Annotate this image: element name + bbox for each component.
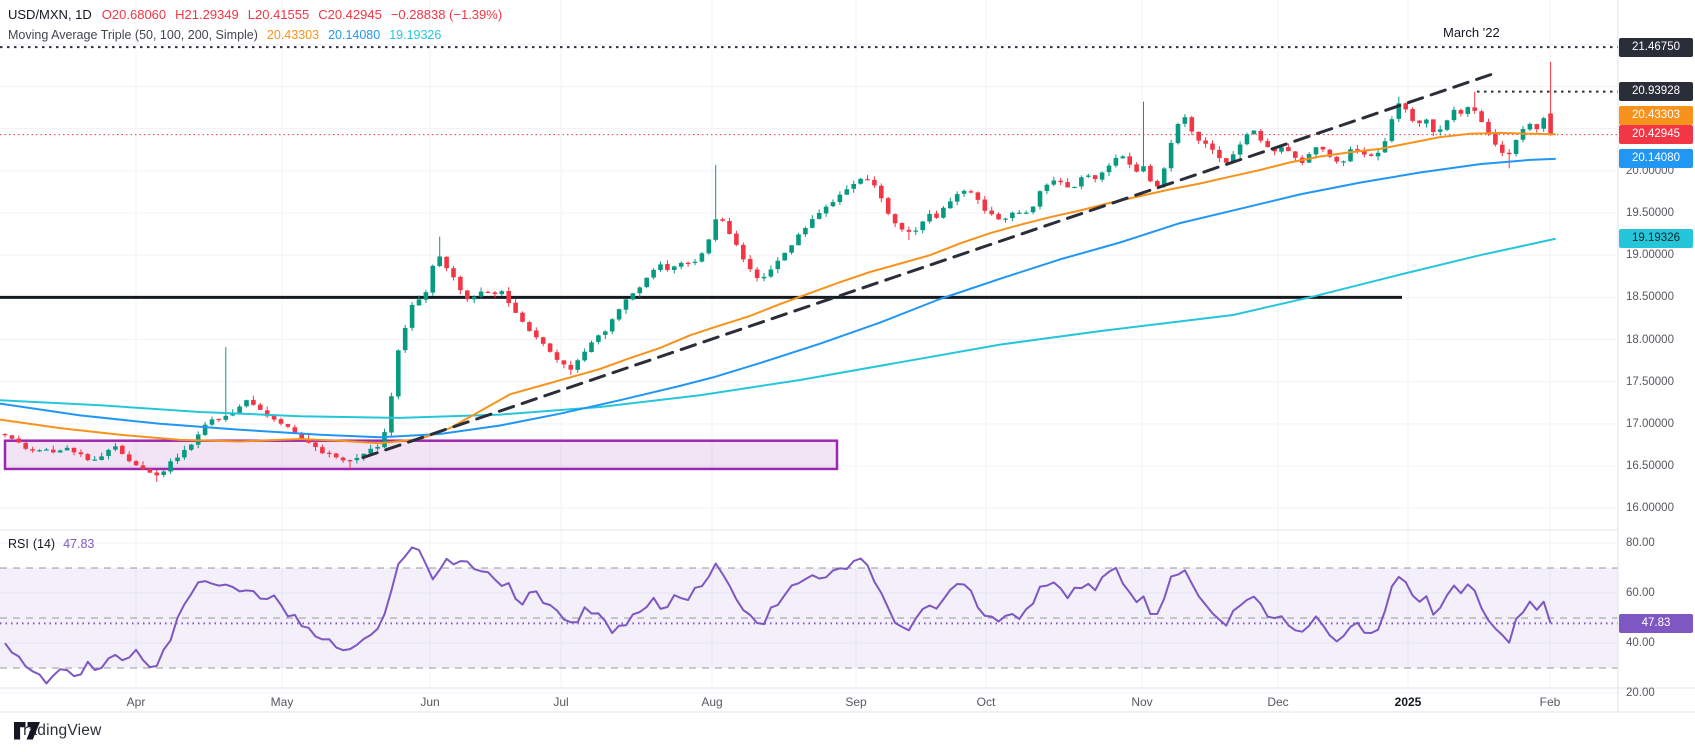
- ma-value-50: 20.43303: [266, 28, 320, 42]
- rsi-tick-label: 20.00: [1626, 687, 1655, 699]
- price-label-chip: 20.93928: [1619, 82, 1693, 102]
- sma-50-line: [0, 131, 1556, 445]
- ohlc-item: H21.29349: [175, 7, 239, 22]
- annotation-march-22: March '22: [1443, 25, 1500, 41]
- ascending-trendline[interactable]: [361, 70, 1500, 460]
- rsi-current-value: 47.83: [63, 537, 95, 551]
- ma-value-100: 20.14080: [328, 28, 381, 42]
- sma-200-line: [0, 237, 1556, 419]
- price-tick-label: 19.50000: [1626, 207, 1674, 219]
- time-axis-label: Apr: [126, 695, 146, 709]
- price-label-chip: 20.14080: [1619, 149, 1693, 169]
- sma-100-line: [0, 157, 1556, 439]
- ohlc-values: O20.68060 H21.29349 L20.41555 C20.42945: [102, 7, 391, 22]
- rsi-gridlines: [0, 542, 1618, 694]
- rsi-tick-label: 60.00: [1626, 587, 1655, 599]
- price-tick-label: 18.50000: [1626, 291, 1674, 304]
- price-tick-label: 17.50000: [1626, 375, 1674, 388]
- time-axis-label: May: [270, 695, 294, 709]
- price-tick-label: 18.00000: [1626, 333, 1674, 346]
- rsi-tick-label: 40.00: [1626, 637, 1655, 649]
- rsi-value-chip: 47.83: [1619, 613, 1693, 633]
- time-axis-label: Sep: [845, 695, 867, 709]
- price-tick-label: 17.00000: [1626, 417, 1674, 430]
- ohlc-item: C20.42945: [318, 7, 382, 22]
- rsi-indicator-legend[interactable]: RSI (14) 47.83: [8, 537, 94, 551]
- ma-values: 20.43303 20.14080 19.19326: [258, 28, 441, 42]
- ohlc-item: L20.41555: [247, 7, 310, 22]
- support-zone-rectangle[interactable]: [3, 439, 839, 471]
- time-axis-label: Dec: [1267, 695, 1289, 709]
- time-axis-label: Oct: [976, 695, 996, 709]
- price-tick-label: 16.00000: [1626, 502, 1674, 515]
- time-axis-label: Aug: [701, 695, 723, 709]
- candlestick-series[interactable]: [2, 61, 1553, 483]
- time-axis-label: Nov: [1131, 695, 1153, 709]
- price-tick-label: 19.00000: [1626, 249, 1674, 262]
- rsi-tick-label: 80.00: [1626, 537, 1655, 549]
- ma-indicator-legend[interactable]: Moving Average Triple (50, 100, 200, Sim…: [8, 28, 441, 42]
- rsi-title: RSI: [8, 537, 29, 551]
- ohlc-item: O20.68060: [101, 7, 167, 22]
- time-axis-label: Feb: [1539, 695, 1561, 709]
- price-label-chip: 21.46750: [1619, 37, 1693, 57]
- price-gridlines: [0, 43, 1618, 509]
- tradingview-logo[interactable]: TradingView: [14, 722, 102, 740]
- rsi-params: (14): [32, 537, 56, 551]
- symbol-title: USD/MXN, 1D: [8, 7, 92, 22]
- time-axis-label: Jun: [420, 695, 440, 709]
- symbol-legend[interactable]: USD/MXN, 1D O20.68060 H21.29349 L20.41555 C2…: [8, 7, 502, 22]
- ma-value-200: 19.19326: [389, 28, 442, 42]
- price-label-chip: 19.19326: [1619, 229, 1693, 249]
- rsi-line: [4, 546, 1552, 685]
- time-axis-label: Jul: [553, 695, 569, 709]
- tradingview-logo-icon: [14, 722, 40, 740]
- ma-indicator-title: Moving Average Triple (50, 100, 200, Sim…: [8, 28, 258, 42]
- price-label-chip: 20.42945: [1619, 125, 1693, 145]
- price-tick-label: 16.50000: [1626, 460, 1674, 472]
- change-value: −0.28838 (−1.39%): [390, 7, 503, 22]
- price-label-chip: 20.43303: [1619, 105, 1693, 125]
- time-axis-label: 2025: [1394, 695, 1422, 709]
